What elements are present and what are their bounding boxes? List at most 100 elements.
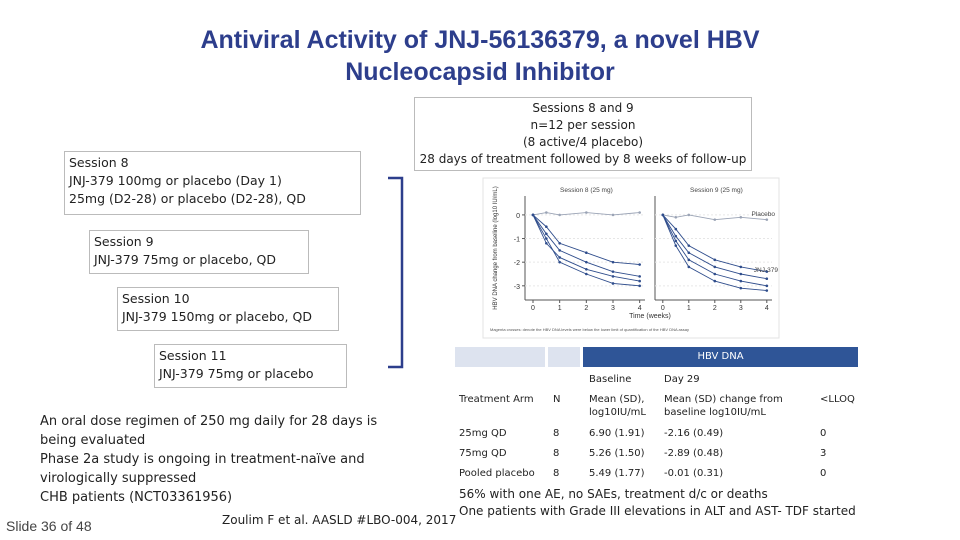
series-line bbox=[662, 214, 767, 273]
data-point bbox=[765, 284, 769, 288]
series-line bbox=[662, 214, 767, 221]
panel-title: Session 8 (25 mg) bbox=[560, 187, 613, 194]
data-point bbox=[558, 256, 561, 259]
note: Phase 2a study is ongoing in treatment-n… bbox=[40, 452, 365, 486]
data-point bbox=[739, 265, 743, 269]
data-point bbox=[661, 213, 665, 217]
data-point bbox=[765, 270, 769, 273]
table-cell: 8 bbox=[553, 448, 560, 459]
data-point bbox=[545, 225, 548, 229]
data-point bbox=[687, 258, 691, 262]
series-line bbox=[532, 214, 640, 287]
data-point bbox=[585, 251, 588, 255]
table-cell: 5.26 (1.50) bbox=[589, 448, 645, 459]
table-cell: Pooled placebo bbox=[459, 468, 535, 479]
table-cell: 8 bbox=[553, 428, 560, 439]
session-label: Session 8 bbox=[69, 155, 129, 170]
session-label: Session 10 bbox=[122, 291, 190, 306]
footer-note: One patients with Grade III elevations i… bbox=[459, 504, 856, 518]
data-point bbox=[545, 211, 548, 214]
series-line bbox=[532, 214, 640, 277]
x-tick-label: 2 bbox=[713, 305, 717, 312]
x-tick-label: 3 bbox=[739, 305, 743, 312]
legend-label: Placebo bbox=[752, 211, 776, 218]
data-point bbox=[687, 213, 691, 217]
design-line: n=12 per session bbox=[530, 118, 636, 132]
table-cell: 8 bbox=[553, 468, 560, 479]
data-point bbox=[638, 263, 641, 266]
data-point bbox=[674, 239, 678, 243]
design-line: 28 days of treatment followed by 8 weeks… bbox=[419, 152, 747, 166]
data-point bbox=[558, 213, 561, 217]
table-cell: 6.90 (1.91) bbox=[589, 428, 645, 439]
bracket bbox=[388, 176, 404, 369]
design-box: Sessions 8 and 9 n=12 per session (8 act… bbox=[414, 97, 752, 171]
data-point bbox=[585, 272, 588, 276]
table-column: Mean (SD), log10IU/mL bbox=[589, 394, 646, 418]
figure-footnote: Magenta crosses: denote the HBV DNA leve… bbox=[490, 327, 689, 332]
data-point bbox=[713, 279, 717, 283]
data-point bbox=[765, 289, 769, 292]
table-timepoint: Day 29 bbox=[664, 374, 700, 385]
session-line: JNJ-379 75mg or placebo, QD bbox=[94, 252, 276, 267]
series-line bbox=[662, 214, 767, 287]
data-point bbox=[638, 211, 641, 214]
table-cell: 3 bbox=[820, 448, 827, 459]
data-point bbox=[739, 272, 743, 276]
data-point bbox=[687, 244, 691, 247]
legend-label: JNJ-379 bbox=[754, 267, 779, 274]
table-group-header: HBV DNA bbox=[583, 347, 858, 367]
title: Nucleocapsid Inhibitor bbox=[345, 58, 615, 86]
data-point bbox=[674, 244, 678, 247]
data-point bbox=[765, 218, 769, 221]
data-point bbox=[713, 272, 717, 276]
x-axis-label: Time (weeks) bbox=[629, 313, 671, 320]
citation: Zoulim F et al. AASLD #LBO-004, 2017 bbox=[222, 513, 457, 527]
data-point bbox=[545, 232, 548, 236]
data-point bbox=[531, 213, 535, 217]
session-line: JNJ-379 75mg or placebo bbox=[159, 366, 314, 381]
x-tick-label: 0 bbox=[531, 305, 535, 312]
table-cell: -0.01 (0.31) bbox=[664, 468, 724, 479]
figure-frame bbox=[482, 177, 780, 339]
table-cell: 5.49 (1.77) bbox=[589, 468, 645, 479]
data-point bbox=[713, 258, 717, 262]
session-box: Session 10 JNJ-379 150mg or placebo, QD bbox=[117, 287, 339, 331]
session-line: JNJ-379 150mg or placebo, QD bbox=[122, 309, 312, 324]
series-line bbox=[662, 214, 767, 280]
slide-number: Slide 36 of 48 bbox=[6, 518, 92, 534]
table-cell: -2.16 (0.49) bbox=[664, 428, 724, 439]
table-column: Mean (SD) change from baseline log10IU/m… bbox=[664, 394, 783, 418]
footer-note: 56% with one AE, no SAEs, treatment d/c … bbox=[459, 487, 768, 501]
table-column: N bbox=[553, 394, 561, 405]
data-point bbox=[713, 265, 717, 269]
data-point bbox=[558, 241, 561, 245]
x-tick-label: 3 bbox=[611, 305, 615, 312]
table-cell: 0 bbox=[820, 428, 827, 439]
x-tick-label: 4 bbox=[765, 305, 769, 312]
series-line bbox=[532, 214, 640, 282]
session-box: Session 9 JNJ-379 75mg or placebo, QD bbox=[89, 230, 309, 274]
notes: An oral dose regimen of 250 mg daily for… bbox=[40, 412, 385, 507]
data-point bbox=[558, 249, 561, 252]
data-point bbox=[585, 211, 588, 214]
data-point bbox=[611, 260, 615, 264]
session-line: 25mg (D2-28) or placebo (D2-28), QD bbox=[69, 191, 306, 206]
x-tick-label: 1 bbox=[558, 305, 562, 312]
data-point bbox=[739, 286, 743, 290]
x-tick-label: 1 bbox=[687, 305, 691, 312]
data-point bbox=[739, 215, 743, 219]
table-header-cell bbox=[455, 347, 545, 367]
data-point bbox=[638, 275, 641, 278]
y-tick-label: 0 bbox=[516, 213, 520, 220]
table-cell: 0 bbox=[820, 468, 827, 479]
data-point bbox=[674, 234, 678, 238]
series-line bbox=[662, 214, 767, 291]
data-point bbox=[739, 279, 743, 283]
table-column: Treatment Arm bbox=[459, 394, 534, 405]
data-point bbox=[545, 237, 548, 240]
table-column: <LLOQ bbox=[820, 394, 855, 405]
x-tick-label: 2 bbox=[584, 305, 588, 312]
